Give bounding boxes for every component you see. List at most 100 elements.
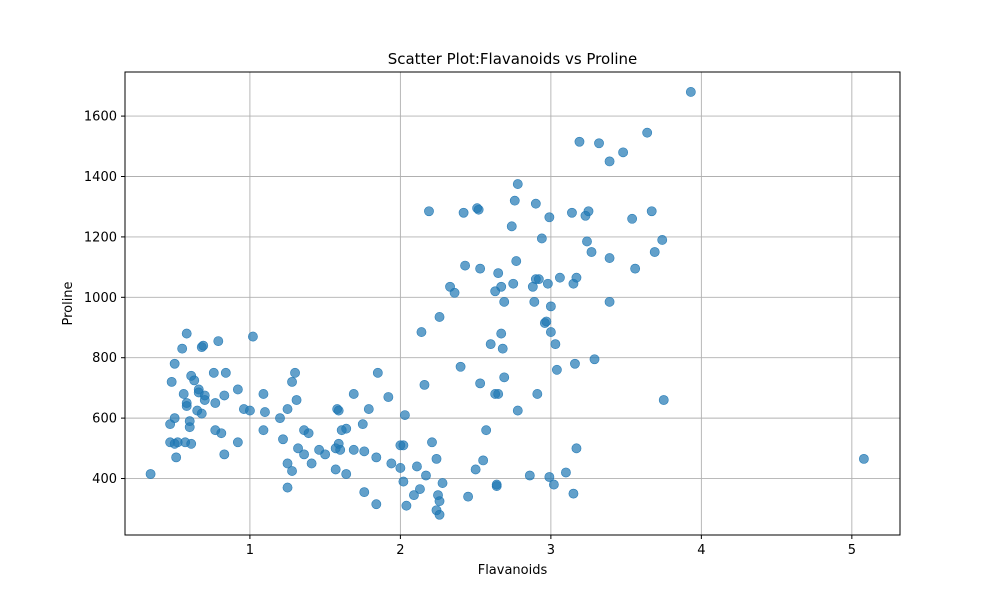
- data-point: [303, 428, 314, 439]
- data-point: [544, 212, 555, 223]
- data-point: [248, 331, 258, 342]
- data-point: [618, 147, 629, 158]
- data-point: [299, 449, 309, 460]
- data-point: [282, 482, 293, 493]
- data-point: [571, 272, 582, 283]
- data-point: [278, 434, 288, 445]
- data-point: [481, 425, 492, 436]
- y-tick-label: 1600: [84, 110, 117, 125]
- data-point: [475, 263, 486, 274]
- data-point: [169, 413, 180, 424]
- data-point: [493, 389, 504, 399]
- data-point: [186, 438, 197, 449]
- data-point: [434, 509, 445, 520]
- data-point: [181, 328, 192, 339]
- data-point: [363, 404, 374, 414]
- x-tick-label: 3: [547, 543, 555, 558]
- data-point: [169, 358, 180, 369]
- grid-lines: [125, 72, 900, 535]
- data-point: [282, 404, 293, 414]
- data-point: [145, 469, 156, 479]
- data-point: [541, 316, 552, 327]
- data-point: [582, 236, 592, 247]
- data-point: [341, 423, 352, 434]
- data-point: [189, 375, 200, 386]
- data-point: [424, 206, 434, 217]
- data-point: [604, 253, 615, 263]
- data-point: [320, 449, 331, 460]
- data-point: [395, 463, 406, 473]
- data-point: [371, 499, 382, 510]
- data-point: [245, 405, 255, 416]
- data-point: [470, 464, 481, 475]
- data-point: [220, 367, 231, 378]
- data-point: [335, 444, 346, 455]
- data-point: [530, 198, 541, 209]
- data-point: [359, 446, 370, 457]
- data-point: [177, 343, 188, 354]
- data-point: [333, 405, 344, 416]
- data-point: [545, 301, 556, 312]
- data-point: [216, 428, 227, 439]
- data-point: [524, 470, 535, 481]
- data-point: [415, 484, 425, 494]
- data-point: [561, 467, 571, 478]
- data-point: [359, 487, 370, 498]
- data-point: [551, 364, 562, 375]
- data-point: [542, 278, 553, 289]
- data-point: [544, 472, 555, 482]
- data-point: [427, 437, 437, 448]
- data-point: [348, 389, 359, 399]
- data-point: [604, 296, 615, 307]
- data-point: [372, 367, 383, 378]
- data-point: [260, 407, 270, 417]
- data-point: [555, 272, 565, 283]
- data-point: [210, 398, 221, 408]
- axis-ticks: 1 2 3 4 5 400 600 800 1000 1200 1400 1600: [84, 110, 856, 558]
- data-point: [493, 268, 504, 279]
- data-point: [574, 136, 585, 147]
- data-point: [290, 367, 300, 378]
- chart-title: Scatter Plot:Flavanoids vs Proline: [388, 50, 638, 68]
- data-point: [533, 274, 544, 285]
- data-point: [604, 156, 615, 167]
- data-point: [219, 390, 230, 401]
- data-point: [550, 339, 561, 350]
- data-point: [627, 213, 638, 224]
- data-point: [219, 449, 230, 460]
- data-point: [306, 458, 317, 469]
- data-point: [412, 461, 422, 472]
- y-tick-label: 1200: [84, 230, 117, 245]
- data-point: [371, 452, 382, 463]
- data-point: [416, 327, 427, 337]
- data-point: [512, 179, 523, 189]
- y-tick-label: 600: [92, 412, 117, 427]
- data-point: [589, 354, 600, 365]
- data-point: [330, 464, 341, 475]
- data-point: [499, 296, 510, 307]
- data-point: [258, 389, 269, 399]
- data-point: [460, 260, 470, 271]
- y-tick-label: 800: [92, 351, 117, 366]
- data-point: [357, 419, 368, 430]
- data-point: [536, 233, 547, 244]
- data-point: [583, 206, 594, 217]
- data-point: [409, 490, 419, 501]
- data-point: [341, 469, 352, 479]
- data-point: [473, 204, 484, 215]
- y-tick-label: 400: [92, 472, 117, 487]
- data-point: [449, 287, 460, 298]
- data-point: [496, 281, 507, 292]
- x-tick-label: 1: [246, 543, 254, 558]
- data-point: [293, 443, 303, 454]
- data-point: [171, 452, 182, 463]
- data-point: [398, 440, 409, 451]
- data-point: [646, 206, 657, 217]
- y-tick-label: 1000: [84, 291, 117, 306]
- data-point: [431, 453, 442, 464]
- data-point: [491, 479, 502, 490]
- data-point: [184, 422, 195, 433]
- data-point: [282, 458, 293, 469]
- data-point: [630, 263, 641, 274]
